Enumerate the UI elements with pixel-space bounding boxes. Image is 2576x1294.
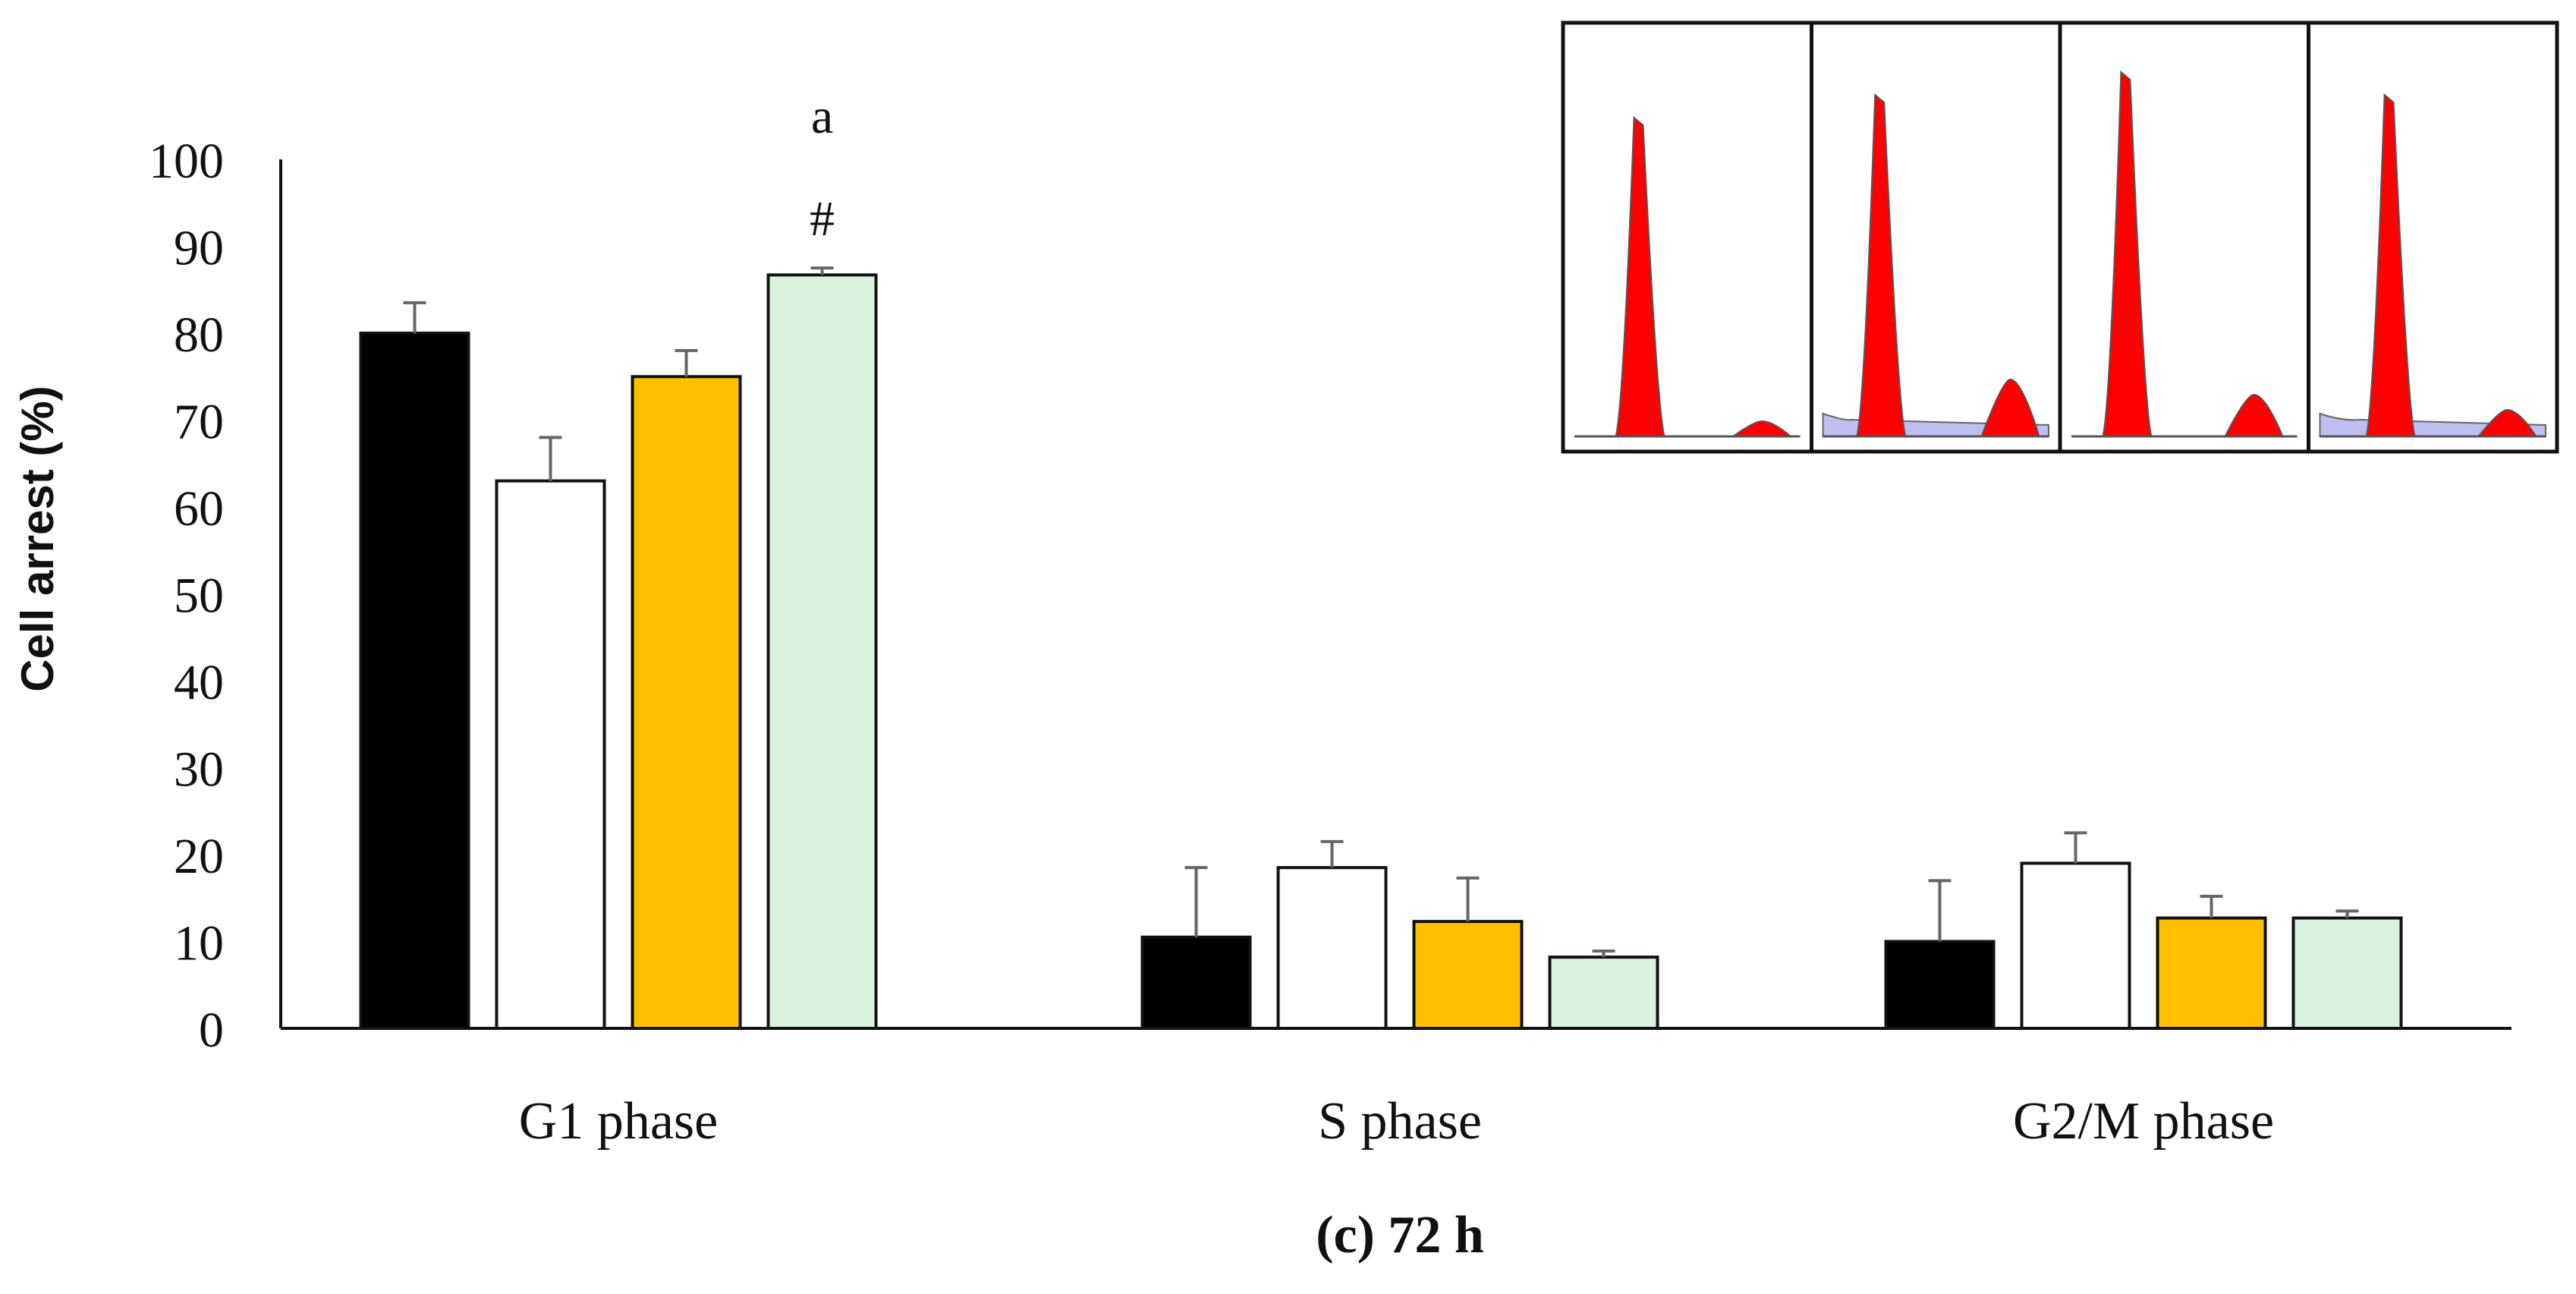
g1-peak xyxy=(1855,93,1907,437)
g2-peak xyxy=(2477,408,2538,437)
y-tick-label: 40 xyxy=(174,655,224,710)
y-tick-label: 50 xyxy=(174,568,224,624)
g1-peak xyxy=(2102,70,2153,437)
x-category-label: S phase xyxy=(1318,1092,1482,1151)
bar xyxy=(766,273,878,1031)
flow-cytometry-inset xyxy=(1561,20,2559,454)
y-tick-label: 10 xyxy=(174,916,224,971)
bar xyxy=(359,332,470,1030)
bar xyxy=(1412,920,1524,1031)
y-tick-label: 0 xyxy=(199,1003,224,1058)
g1-peak xyxy=(2365,93,2416,437)
x-category-label: G2/M phase xyxy=(2013,1092,2274,1151)
y-tick-label: 100 xyxy=(149,134,224,189)
y-tick-label: 70 xyxy=(174,395,224,450)
bar xyxy=(2020,861,2131,1030)
bar xyxy=(1884,940,1996,1030)
y-tick-label: 20 xyxy=(174,829,224,884)
labels: Cell arrest (%) (c) 72 h G1 phase S phase… xyxy=(12,89,2274,1264)
bar xyxy=(631,375,742,1030)
bar xyxy=(495,479,606,1030)
y-tick-label: 30 xyxy=(174,742,224,798)
x-category-label: G1 phase xyxy=(519,1092,718,1151)
bar xyxy=(1548,956,1659,1030)
bar xyxy=(2291,916,2403,1030)
y-tick-label: 80 xyxy=(174,307,224,363)
y-tick-label: 90 xyxy=(174,221,224,276)
bar xyxy=(1140,935,1252,1031)
g2-peak xyxy=(1980,378,2040,437)
bar xyxy=(1276,866,1388,1031)
g1-peak xyxy=(1615,115,1665,437)
y-axis-label: Cell arrest (%) xyxy=(12,386,63,691)
y-tick-label: 60 xyxy=(174,481,224,537)
error-bars xyxy=(403,266,2359,958)
chart-caption: (c) 72 h xyxy=(1316,1206,1484,1264)
bar xyxy=(2156,916,2267,1030)
g2-peak xyxy=(2223,393,2284,437)
significance-letter: a xyxy=(811,89,833,144)
g2-peak xyxy=(1730,420,1793,437)
significance-hash: # xyxy=(810,191,835,247)
